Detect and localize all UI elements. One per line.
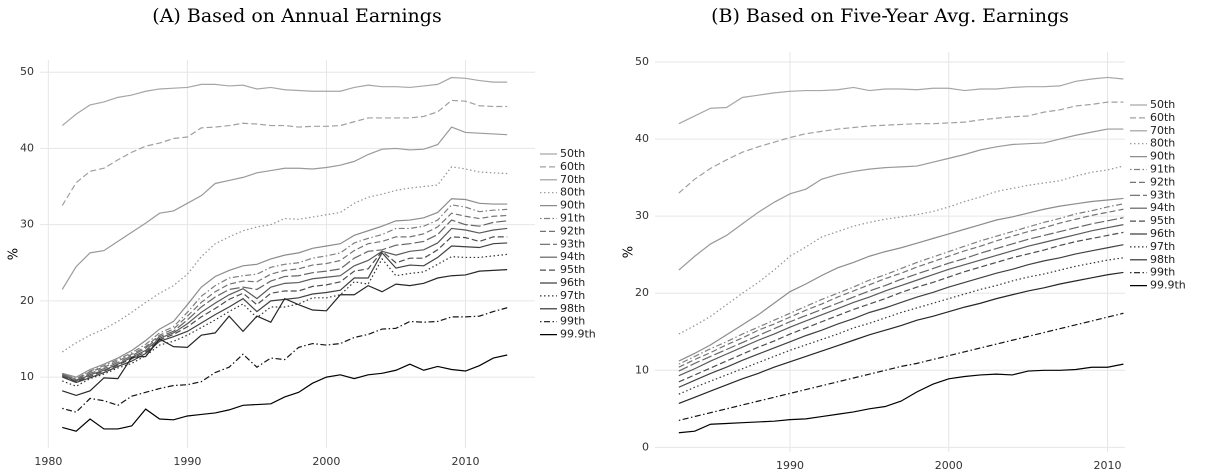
series-line [62, 212, 508, 381]
x-tick-label: 2010 [1094, 459, 1122, 472]
legend-label: 99.9th [1150, 279, 1186, 292]
legend-label: 97th [1150, 240, 1175, 253]
series-line [62, 198, 508, 378]
legend-label: 80th [1150, 137, 1175, 150]
x-tick-label: 2010 [451, 455, 479, 468]
legend-label: 60th [560, 160, 585, 173]
series-line [678, 363, 1124, 434]
x-tick-label: 1980 [34, 455, 62, 468]
y-tick-label: 50 [635, 55, 649, 68]
series-line [678, 76, 1124, 125]
legend-label: 91th [1150, 163, 1175, 176]
legend-label: 96th [560, 276, 585, 289]
y-axis-label: % [622, 246, 637, 258]
series-line [678, 165, 1124, 335]
legend-label: 92th [560, 224, 585, 237]
y-tick-label: 10 [635, 363, 649, 376]
plot-area [40, 60, 535, 448]
legend-label: 60th [1150, 111, 1175, 124]
legend-label: 94th [560, 250, 585, 263]
series-line [62, 269, 508, 397]
legend-label: 90th [560, 199, 585, 212]
x-tick-label: 2000 [935, 459, 963, 472]
series-line [678, 101, 1124, 194]
series-line [62, 204, 508, 380]
series-line [62, 219, 508, 381]
series-line [61, 99, 508, 206]
y-tick-label: 30 [20, 218, 34, 231]
legend-label: 98th [560, 302, 585, 315]
legend-label: 80th [560, 186, 585, 199]
series-line [62, 354, 508, 432]
legend-label: 99.9th [560, 328, 596, 341]
legend-label: 95th [560, 263, 585, 276]
x-tick-label: 1990 [173, 455, 201, 468]
y-tick-label: 20 [635, 286, 649, 299]
legend-label: 70th [560, 173, 585, 186]
legend-label: 94th [1150, 201, 1175, 214]
legend-label: 96th [1150, 227, 1175, 240]
y-tick-label: 40 [20, 141, 34, 154]
series-line [678, 217, 1124, 372]
legend-label: 50th [1150, 98, 1175, 111]
series-line [678, 208, 1124, 368]
legend-label: 91th [560, 212, 585, 225]
series-line [62, 227, 508, 382]
series-line [62, 253, 508, 387]
x-tick-label: 1990 [776, 459, 804, 472]
legend-label: 90th [1150, 150, 1175, 163]
legend-label: 93th [1150, 188, 1175, 201]
y-tick-label: 50 [20, 65, 34, 78]
chart-title: (B) Based on Five-Year Avg. Earnings [711, 5, 1069, 27]
legend-label: 98th [1150, 253, 1175, 266]
legend-label: 97th [560, 289, 585, 302]
series-line [678, 128, 1124, 271]
y-tick-label: 0 [642, 440, 649, 453]
legend-label: 99th [1150, 266, 1175, 279]
series-line [61, 76, 508, 127]
y-tick-label: 30 [635, 209, 649, 222]
legend-label: 50th [560, 147, 585, 160]
series-line [61, 126, 508, 290]
legend-label: 70th [1150, 124, 1175, 137]
legend-label: 95th [1150, 214, 1175, 227]
legend-label: 92th [1150, 175, 1175, 188]
series-line [678, 257, 1124, 395]
legend-label: 93th [560, 237, 585, 250]
series-line [678, 271, 1124, 405]
series-line [62, 236, 508, 383]
y-tick-label: 20 [20, 294, 34, 307]
series-line [62, 307, 508, 413]
x-tick-label: 2000 [312, 455, 340, 468]
chart-title: (A) Based on Annual Earnings [152, 5, 441, 27]
series-line [678, 197, 1124, 362]
y-tick-label: 40 [635, 132, 649, 145]
series-line [678, 203, 1124, 365]
y-axis-label: % [7, 248, 22, 260]
plot-area [655, 52, 1125, 452]
legend-label: 99th [560, 315, 585, 328]
series-line [678, 312, 1124, 421]
series-line [678, 231, 1124, 383]
series-line [678, 224, 1124, 377]
y-tick-label: 10 [20, 370, 34, 383]
series-line [678, 244, 1124, 388]
